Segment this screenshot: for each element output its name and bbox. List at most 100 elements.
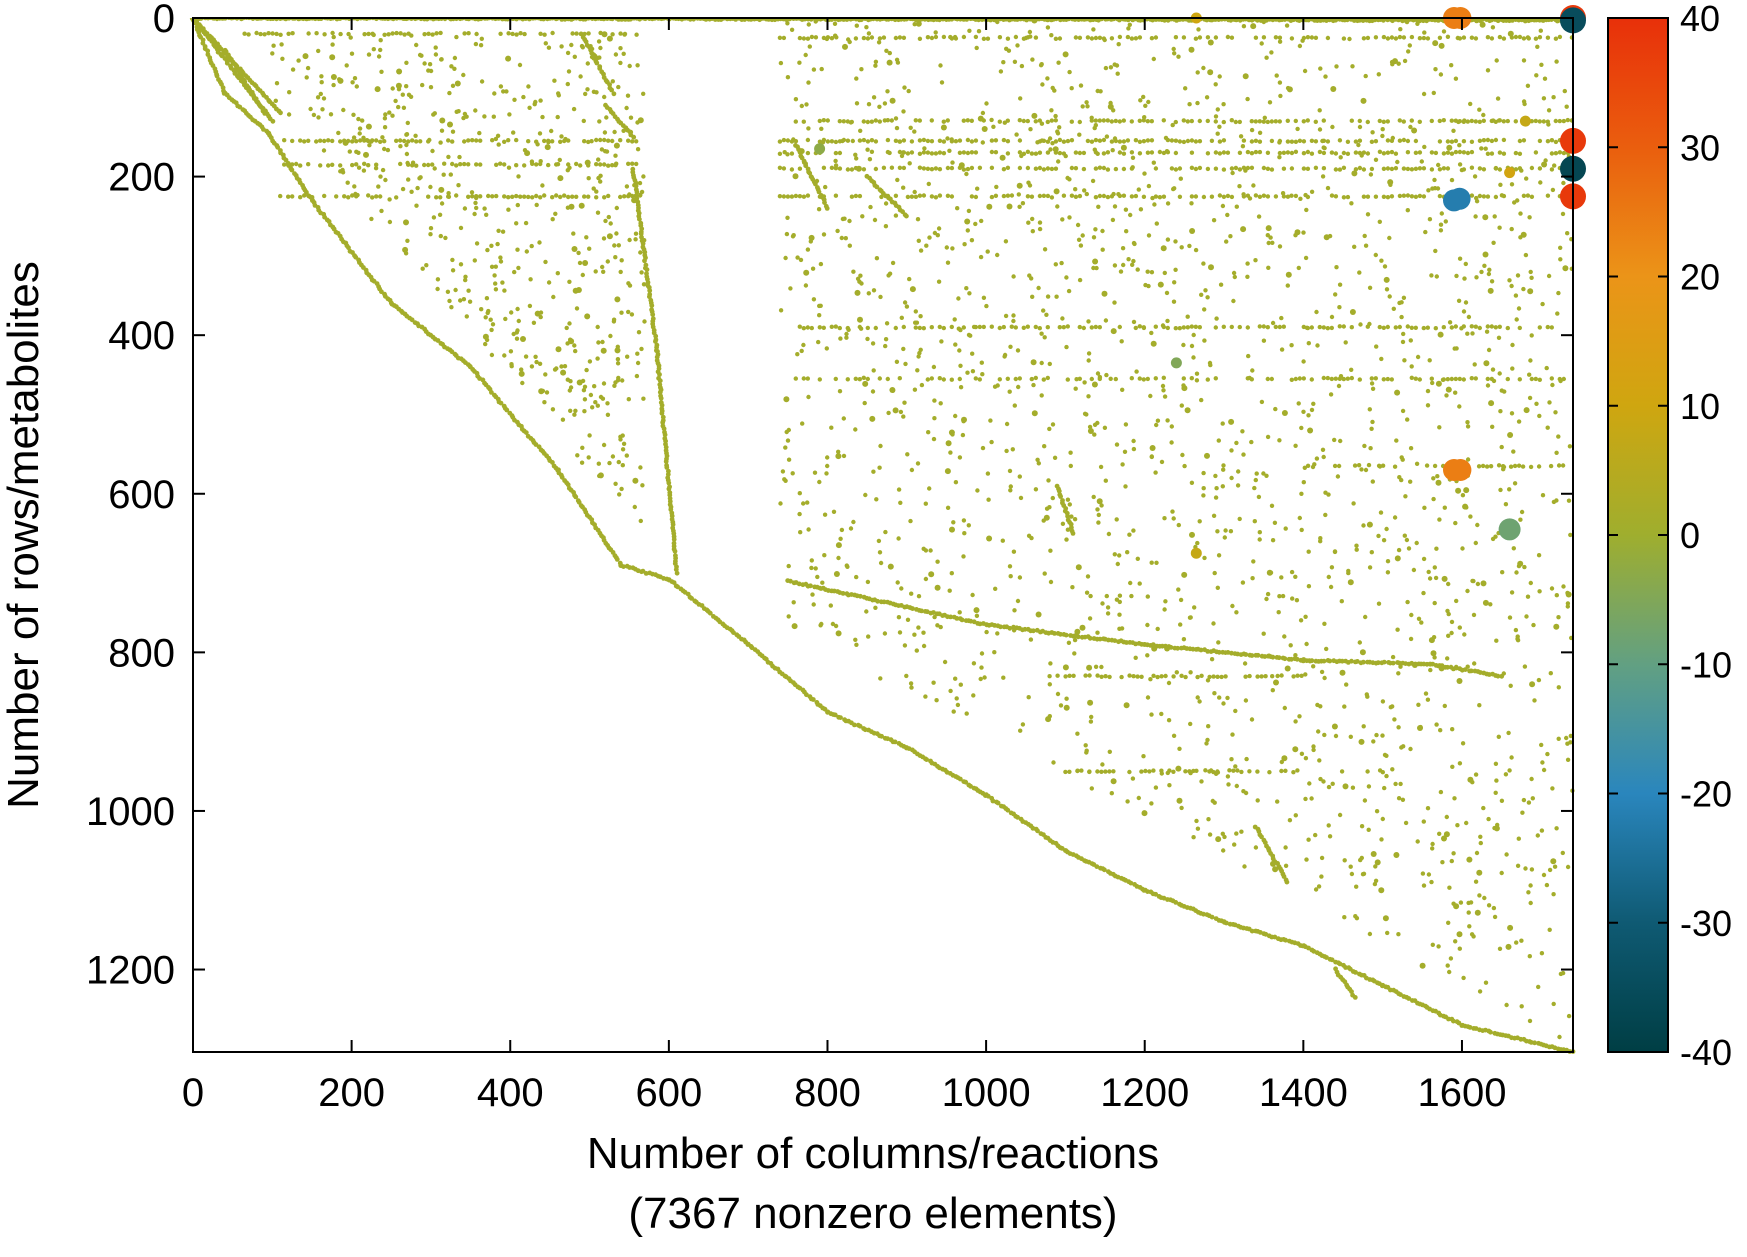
matrix-entry <box>1557 118 1563 124</box>
matrix-entry <box>1441 166 1447 171</box>
matrix-entry <box>1485 324 1491 329</box>
matrix-entry <box>478 194 483 199</box>
matrix-entry <box>803 283 809 288</box>
matrix-entry <box>1421 883 1427 888</box>
matrix-entry <box>600 347 607 354</box>
matrix-entry <box>1249 653 1255 658</box>
matrix-entry <box>1284 665 1291 672</box>
matrix-entry <box>1299 425 1304 431</box>
matrix-entry <box>1169 424 1175 429</box>
matrix-entry <box>1217 74 1222 79</box>
matrix-entry <box>1302 68 1308 74</box>
matrix-entry <box>479 36 484 41</box>
matrix-entry <box>971 661 977 666</box>
matrix-entry <box>1265 166 1271 171</box>
matrix-entry <box>1537 138 1543 144</box>
matrix-entry <box>949 377 954 382</box>
matrix-entry <box>593 269 598 274</box>
matrix-entry <box>1151 56 1157 62</box>
matrix-entry <box>909 194 915 199</box>
matrix-entry <box>1440 860 1445 865</box>
matrix-entry <box>1377 118 1383 124</box>
matrix-entry <box>398 161 403 167</box>
matrix-entry <box>589 54 595 60</box>
matrix-entry <box>1438 72 1444 77</box>
matrix-entry <box>382 125 388 130</box>
matrix-entry <box>361 135 366 140</box>
matrix-entry <box>1265 119 1271 125</box>
matrix-entry <box>1454 664 1459 670</box>
matrix-entry <box>1250 23 1257 30</box>
matrix-entry <box>1509 182 1515 187</box>
matrix-entry <box>1414 540 1419 546</box>
matrix-entry <box>540 183 545 188</box>
matrix-entry <box>1233 764 1238 769</box>
matrix-entry <box>1036 285 1041 291</box>
matrix-entry <box>1224 920 1229 926</box>
matrix-entry <box>328 112 334 117</box>
matrix-entry <box>1131 446 1137 452</box>
matrix-entry <box>289 167 295 173</box>
matrix-entry <box>1172 51 1177 56</box>
matrix-entry <box>1367 565 1373 570</box>
matrix-entry <box>1311 401 1316 406</box>
matrix-entry <box>841 453 847 459</box>
matrix-entry <box>1041 193 1047 198</box>
matrix-entry <box>1213 166 1219 171</box>
matrix-entry <box>1409 364 1414 369</box>
matrix-entry <box>1544 882 1550 888</box>
matrix-entry <box>965 166 971 172</box>
matrix-entry <box>889 165 895 170</box>
matrix-entry <box>805 193 811 198</box>
matrix-entry <box>1209 194 1215 199</box>
matrix-entry <box>841 119 846 124</box>
matrix-entry <box>1529 333 1534 338</box>
matrix-entry <box>321 96 327 101</box>
matrix-entry <box>1216 649 1222 655</box>
matrix-entry <box>409 189 414 194</box>
matrix-entry <box>777 165 783 170</box>
matrix-entry <box>486 193 491 199</box>
matrix-entry <box>1035 828 1040 834</box>
matrix-entry <box>1081 150 1087 156</box>
matrix-entry <box>1325 375 1331 381</box>
matrix-entry <box>512 97 517 103</box>
matrix-entry <box>428 226 434 231</box>
matrix-entry <box>620 463 625 468</box>
matrix-entry <box>1371 739 1376 744</box>
matrix-entry <box>543 41 548 46</box>
matrix-entry <box>1111 191 1116 197</box>
matrix-entry <box>376 184 381 189</box>
matrix-entry <box>1463 261 1469 267</box>
matrix-entry <box>873 605 878 610</box>
matrix-entry <box>1221 150 1227 155</box>
matrix-entry <box>1085 574 1091 579</box>
matrix-entry <box>1069 138 1075 143</box>
matrix-entry <box>1173 35 1179 40</box>
matrix-entry <box>1359 824 1365 829</box>
matrix-entry <box>857 377 862 382</box>
matrix-entry <box>1320 447 1326 452</box>
matrix-entry <box>1001 167 1007 172</box>
matrix-entry <box>383 177 388 183</box>
matrix-entry <box>1489 279 1495 284</box>
matrix-entry <box>224 60 230 66</box>
matrix-entry <box>1097 118 1103 123</box>
matrix-entry <box>1350 785 1356 790</box>
matrix-entry <box>618 31 623 36</box>
matrix-entry <box>1499 870 1504 876</box>
matrix-entry <box>777 139 783 144</box>
matrix-entry <box>1126 257 1131 262</box>
matrix-entry <box>294 161 299 167</box>
matrix-entry <box>1556 434 1561 439</box>
matrix-entry <box>979 218 984 224</box>
matrix-entry <box>603 218 608 224</box>
matrix-entry <box>997 325 1002 331</box>
matrix-entry <box>322 193 327 199</box>
matrix-entry <box>1149 119 1155 124</box>
matrix-entry <box>362 32 367 37</box>
matrix-entry <box>1380 816 1386 822</box>
matrix-entry <box>278 110 283 116</box>
matrix-entry <box>902 85 907 90</box>
matrix-entry <box>995 19 1000 25</box>
